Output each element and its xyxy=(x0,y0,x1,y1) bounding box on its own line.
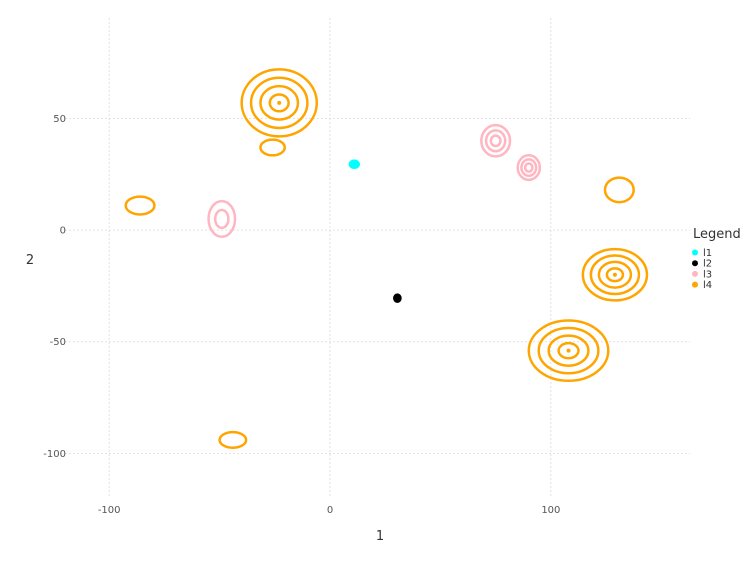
contour-line xyxy=(218,430,248,450)
contour-line xyxy=(605,267,625,283)
contour-line xyxy=(547,334,590,367)
y-tick-label: -50 xyxy=(50,337,66,348)
y-tick-label: -100 xyxy=(43,449,66,460)
y-axis-title: 2 xyxy=(26,253,34,268)
legend-label-l3: l3 xyxy=(703,269,712,280)
contour-line xyxy=(597,260,633,289)
contour-line xyxy=(527,319,610,383)
legend-title: Legend xyxy=(693,227,741,242)
series-l4 xyxy=(124,68,649,450)
contour-line xyxy=(124,195,156,216)
x-tick-label: 0 xyxy=(327,505,333,516)
contour-point xyxy=(393,293,402,304)
x-tick-label: -100 xyxy=(98,505,121,516)
legend-swatch-l1 xyxy=(692,249,698,256)
y-tick-label: 0 xyxy=(60,226,66,237)
contour-line xyxy=(213,208,230,230)
grid xyxy=(65,18,690,498)
contour-line xyxy=(268,93,290,113)
legend-swatch-l4 xyxy=(692,281,698,288)
series-l2 xyxy=(393,293,402,304)
legend-label-l4: l4 xyxy=(703,280,712,291)
series-l1 xyxy=(348,159,360,170)
contour-peak xyxy=(566,348,571,353)
contour-line xyxy=(589,254,641,296)
contour-layer xyxy=(124,68,649,450)
contour-line xyxy=(557,341,580,360)
contour-line xyxy=(516,154,542,182)
legend-swatch-l3 xyxy=(692,270,698,277)
contour-line xyxy=(489,134,502,148)
x-axis-title: 1 xyxy=(376,529,384,544)
contour-point xyxy=(348,159,360,170)
contour-line xyxy=(249,76,309,130)
contour-line xyxy=(520,158,538,178)
contour-peak xyxy=(277,100,282,105)
contour-line xyxy=(207,199,237,239)
contour-line xyxy=(603,176,635,204)
contour-line xyxy=(537,326,600,375)
y-tick-label: 50 xyxy=(53,114,66,125)
legend-label-l2: l2 xyxy=(703,259,712,270)
contour-line xyxy=(480,123,512,158)
tick-labels: -100 0 100 -100 -50 0 50 xyxy=(43,114,560,516)
contour-line xyxy=(581,247,649,302)
legend-label-l1: l1 xyxy=(703,248,712,259)
series-l3 xyxy=(207,123,542,239)
contour-line xyxy=(240,68,319,138)
x-tick-label: 100 xyxy=(541,505,560,516)
contour-line xyxy=(523,162,534,173)
contour-line xyxy=(259,84,300,121)
contour-line xyxy=(484,129,507,153)
legend-swatch-l2 xyxy=(692,260,698,267)
contour-peak xyxy=(612,272,617,277)
contour-line xyxy=(259,138,286,157)
